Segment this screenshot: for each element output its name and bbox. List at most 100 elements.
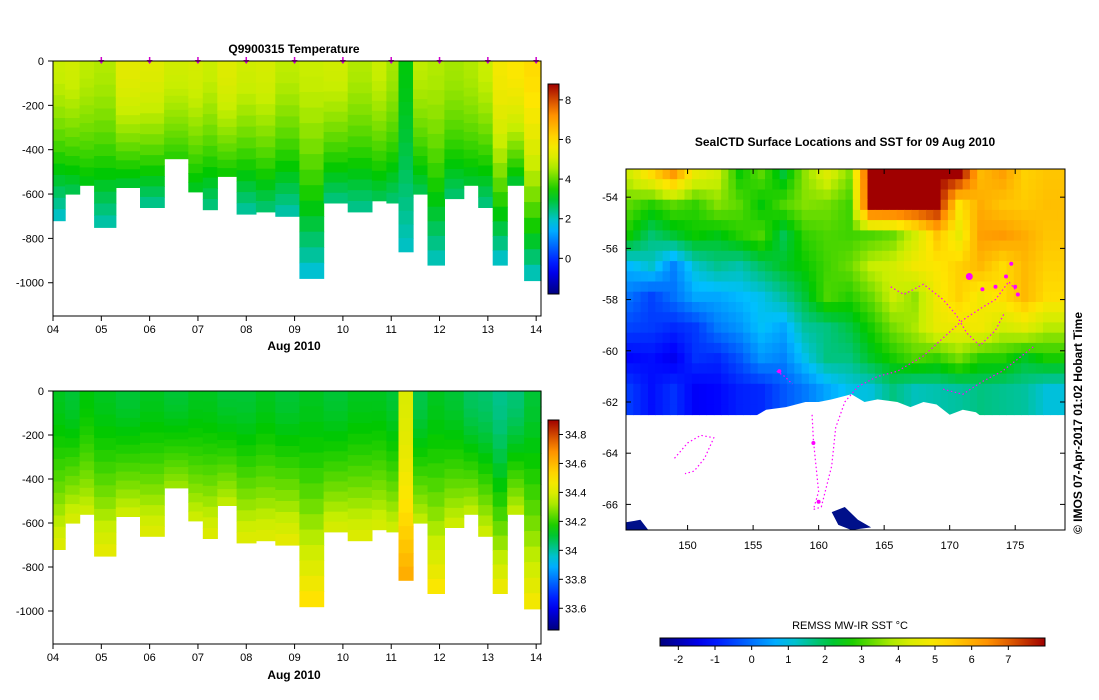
seal-track (776, 370, 793, 385)
sst-cell (677, 291, 686, 303)
colorbar-tick-label: 34.8 (565, 429, 586, 441)
profile-cell (347, 508, 373, 520)
sst-cell (1035, 332, 1044, 344)
profile-cell (140, 61, 165, 73)
sst-cell (743, 240, 751, 252)
sst-cell (933, 302, 942, 313)
sst-cell (947, 373, 956, 385)
profile-cell (140, 432, 165, 444)
profile-cell (202, 391, 218, 403)
profile-cell (507, 426, 525, 436)
profile-cell (463, 391, 479, 401)
profile-cell (94, 438, 117, 451)
sst-cell (1050, 394, 1059, 405)
sst-cell (940, 363, 949, 375)
sst-cell (787, 353, 795, 364)
sst-cell (1013, 209, 1022, 221)
sst-cell (926, 363, 934, 375)
sst-cell (699, 209, 708, 221)
sst-cell (801, 363, 810, 375)
sst-cell (721, 332, 729, 344)
sst-cell (955, 250, 964, 262)
sst-cell (999, 404, 1007, 416)
sst-cell (816, 179, 825, 190)
sst-cell (772, 353, 781, 364)
sst-cell (794, 363, 803, 375)
sst-cell (991, 209, 1000, 221)
sst-cell (787, 342, 795, 354)
sst-cell (874, 199, 883, 211)
profile-cell (347, 497, 373, 510)
sst-cell (794, 189, 803, 201)
temperature-colorbar-bar (547, 83, 560, 295)
sst-cell (896, 261, 905, 272)
profile-cell (164, 123, 189, 132)
sst-cell (1043, 312, 1051, 323)
profile-cell (463, 132, 479, 142)
sst-cell (801, 209, 810, 221)
sst-cell (962, 220, 971, 231)
profile-cell (398, 101, 414, 117)
sst-cell (955, 342, 964, 354)
profile-cell (140, 442, 165, 454)
sst-cell (933, 342, 942, 354)
profile-cell (255, 136, 276, 148)
sst-cell (889, 394, 898, 405)
sst-cell (1050, 353, 1059, 364)
sst-cell (1006, 394, 1015, 405)
sst-cell (735, 302, 744, 313)
sst-cell (940, 281, 949, 293)
profile-cell (398, 445, 414, 460)
sst-cell (1050, 281, 1059, 293)
profile-cell (444, 507, 465, 519)
sst-cell (713, 394, 722, 405)
profile-cell (478, 81, 494, 93)
sst-cell (633, 394, 642, 405)
sst-cell (713, 363, 722, 375)
sst-cell (677, 302, 686, 313)
sst-cell (699, 373, 708, 385)
profile-cell (202, 145, 218, 158)
sst-cell (867, 312, 876, 323)
sst-cell (867, 281, 876, 293)
profile-cell (413, 127, 429, 138)
sst-cell (1050, 383, 1059, 395)
sst-cell (794, 199, 803, 211)
profile-cell (478, 463, 494, 475)
y-tick-label: -400 (22, 145, 44, 157)
sst-cell (1035, 342, 1044, 354)
sst-cell (852, 261, 861, 272)
profile-cell (371, 499, 387, 511)
sst-cell (999, 281, 1007, 293)
sst-cell (999, 220, 1007, 231)
sst-cell (779, 353, 788, 364)
sst-cell (640, 281, 649, 293)
profile-cell (492, 477, 508, 493)
sst-cell (874, 342, 883, 354)
sst-cell (911, 169, 920, 180)
sst-cell (947, 209, 956, 221)
sst-cell (728, 342, 737, 354)
sst-cell (706, 261, 715, 272)
sst-cell (779, 271, 788, 283)
sst-cell (648, 230, 656, 242)
sst-cell (1050, 322, 1059, 334)
profile-cell (275, 116, 301, 129)
profile-cell (236, 170, 257, 182)
sst-cell (691, 302, 700, 313)
sst-cell (830, 302, 839, 313)
sst-cell (765, 353, 773, 364)
sst-cell (904, 261, 912, 272)
profile-cell (188, 182, 204, 193)
sst-cell (867, 199, 876, 211)
sst-cell (735, 199, 744, 211)
sst-cell (648, 363, 656, 375)
sst-colorbar-tick-label: -2 (673, 654, 683, 666)
sst-cell (706, 332, 715, 344)
profile-cell (463, 461, 479, 471)
profile-cell (299, 123, 325, 140)
sst-cell (845, 373, 854, 385)
sst-cell (662, 189, 671, 201)
profile-cell (478, 494, 494, 506)
sst-cell (743, 261, 751, 272)
